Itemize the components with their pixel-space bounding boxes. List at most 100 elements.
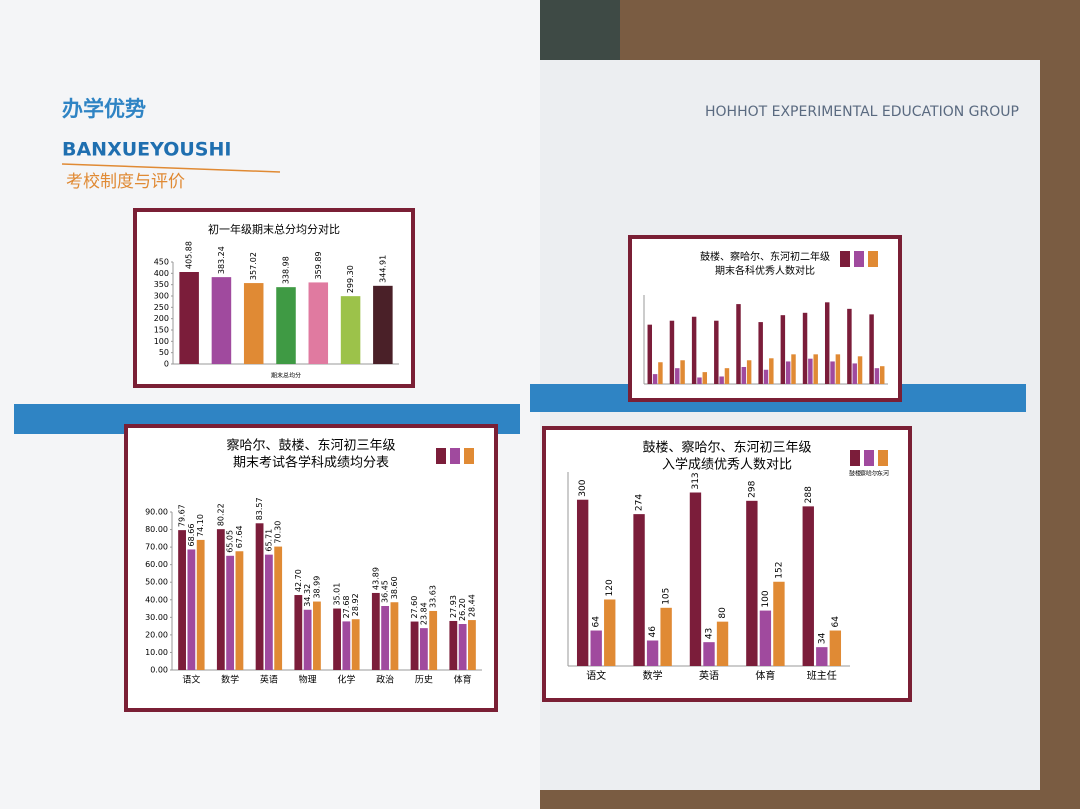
- legend-swatch: [840, 251, 850, 267]
- heading-en: BANXUEYOUSHI: [62, 139, 231, 161]
- bar: [691, 316, 697, 384]
- chart-title: 察哈尔、鼓楼、东河初三年级: [226, 439, 395, 454]
- bar: [274, 546, 283, 670]
- bar: [179, 272, 199, 364]
- section-title: 考校制度与评价: [66, 172, 185, 192]
- bar: [178, 530, 186, 670]
- bar: [669, 320, 675, 384]
- chart-title: 鼓楼、察哈尔、东河初二年级: [700, 250, 830, 263]
- data-label: 120: [605, 579, 615, 596]
- data-label: 27.60: [410, 596, 419, 619]
- data-label: 64: [831, 616, 841, 628]
- bar: [857, 356, 863, 384]
- bar: [741, 366, 747, 384]
- data-label: 27.93: [449, 595, 458, 618]
- legend-swatch: [868, 251, 878, 267]
- bar: [660, 607, 672, 666]
- y-tick-label: 10.00: [145, 648, 168, 657]
- data-label: 65.05: [226, 530, 235, 553]
- bar: [646, 640, 659, 666]
- bar: [758, 322, 763, 384]
- x-tick-label: 数学: [643, 669, 663, 682]
- bar: [689, 492, 702, 666]
- chart-frame: [133, 208, 415, 388]
- data-label: 23.84: [419, 602, 428, 625]
- data-label: 26.20: [458, 598, 467, 621]
- x-tick-label: 数学: [221, 674, 239, 686]
- bar: [576, 499, 589, 666]
- legend-swatch: [878, 450, 888, 466]
- bar: [342, 621, 351, 670]
- bar: [255, 523, 264, 670]
- data-label: 36.45: [381, 580, 390, 603]
- x-tick-label: 化学: [337, 674, 355, 686]
- y-tick-label: 90.00: [145, 508, 168, 517]
- y-tick-label: 70.00: [145, 543, 168, 552]
- data-label: 357.02: [249, 252, 258, 280]
- bar: [243, 283, 264, 364]
- data-label: 313: [691, 472, 701, 489]
- y-tick-label: 400: [154, 269, 169, 278]
- data-label: 33.63: [429, 585, 438, 608]
- data-label: 79.67: [178, 504, 187, 527]
- bar: [458, 624, 467, 670]
- bar: [373, 285, 393, 364]
- data-label: 46: [648, 626, 658, 638]
- bar: [703, 642, 715, 666]
- bar: [390, 602, 399, 670]
- legend-label: 察哈尔: [860, 470, 878, 478]
- y-tick-label: 150: [154, 326, 169, 335]
- bar: [308, 282, 329, 364]
- bar: [808, 358, 813, 384]
- bar: [852, 363, 857, 384]
- bar: [780, 315, 786, 384]
- bar: [216, 529, 225, 670]
- x-tick-label: 历史: [415, 674, 433, 686]
- legend-label: 鼓楼: [849, 470, 861, 478]
- bar: [714, 320, 719, 384]
- bar: [769, 358, 774, 384]
- data-label: 274: [635, 494, 645, 511]
- bar: [196, 539, 205, 670]
- bar: [211, 277, 232, 364]
- chart-title: 期末考试各学科成绩均分表: [233, 455, 389, 471]
- y-tick-label: 200: [154, 314, 169, 323]
- x-axis-label: 期末总均分: [271, 372, 301, 380]
- bar: [226, 555, 235, 670]
- bar: [235, 551, 244, 670]
- data-label: 34.32: [303, 584, 312, 607]
- legend-swatch: [450, 448, 460, 464]
- bar: [351, 619, 360, 670]
- data-label: 152: [774, 562, 784, 579]
- data-label: 27.68: [342, 596, 351, 619]
- bar: [869, 314, 874, 384]
- bar: [276, 287, 296, 364]
- legend-label: 东河: [877, 470, 889, 478]
- y-tick-label: 50: [159, 348, 169, 357]
- bar: [604, 599, 616, 666]
- bar: [719, 376, 724, 384]
- bar: [264, 554, 273, 670]
- data-label: 80.22: [216, 503, 225, 526]
- data-label: 338.98: [282, 256, 291, 284]
- bar: [371, 592, 380, 670]
- y-tick-label: 0.00: [150, 666, 168, 675]
- y-tick-label: 40.00: [145, 595, 168, 604]
- data-label: 35.01: [333, 583, 342, 606]
- bar: [449, 620, 458, 670]
- legend-swatch: [464, 448, 474, 464]
- data-label: 299.30: [346, 265, 355, 293]
- data-label: 298: [747, 480, 757, 497]
- x-tick-label: 政治: [376, 674, 394, 686]
- bar: [697, 377, 702, 384]
- legend-swatch: [854, 251, 864, 267]
- x-tick-label: 体育: [755, 669, 775, 682]
- y-tick-label: 450: [154, 258, 169, 267]
- y-tick-label: 60.00: [145, 560, 168, 569]
- bar: [763, 369, 769, 384]
- bar: [647, 324, 653, 384]
- bar: [429, 610, 438, 670]
- bar: [419, 628, 428, 670]
- y-tick-label: 250: [154, 303, 169, 312]
